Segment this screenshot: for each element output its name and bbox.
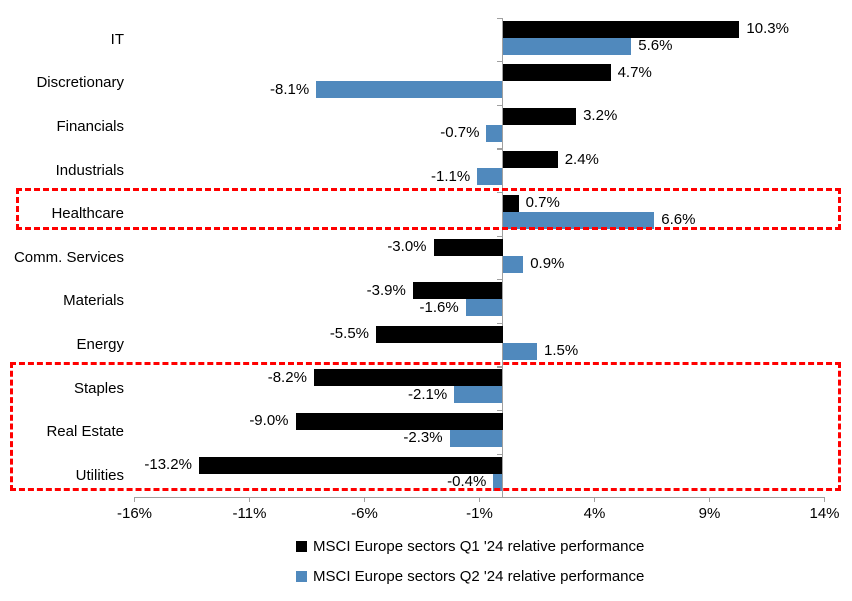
value-label-q2-it: 5.6% bbox=[638, 37, 673, 54]
legend-swatch-q1-icon bbox=[296, 540, 307, 552]
bar-q1-comm-services bbox=[433, 238, 503, 256]
value-label-q1-staples: -8.2% bbox=[267, 368, 307, 386]
value-label-q1-financials: 3.2% bbox=[583, 107, 618, 125]
x-tick-label: -6% bbox=[351, 505, 378, 522]
legend-item-q2: MSCI Europe sectors Q2 '24 relative perf… bbox=[296, 561, 644, 591]
y-axis-tick bbox=[497, 17, 502, 19]
legend-label-q1: MSCI Europe sectors Q1 '24 relative perf… bbox=[313, 537, 645, 555]
value-label-q2-comm-services: 0.9% bbox=[530, 255, 565, 272]
y-axis-tick bbox=[497, 191, 502, 194]
category-label-materials: Materials bbox=[63, 292, 124, 310]
category-label-it: IT bbox=[110, 30, 124, 48]
legend-swatch-q2-icon bbox=[296, 570, 307, 582]
bar-q1-healthcare bbox=[502, 194, 519, 212]
bar-q1-staples bbox=[313, 369, 503, 387]
bar-q1-real-estate bbox=[295, 412, 503, 430]
category-label-financials: Financials bbox=[56, 117, 124, 135]
value-label-q2-industrials: -1.1% bbox=[431, 167, 471, 185]
y-axis-tick bbox=[497, 148, 502, 150]
category-label-healthcare: Healthcare bbox=[51, 205, 124, 223]
bar-q2-healthcare bbox=[502, 211, 655, 229]
value-label-q1-it: 10.3% bbox=[746, 20, 789, 37]
category-label-real-estate: Real Estate bbox=[46, 423, 124, 441]
value-label-q1-real-estate: -9.0% bbox=[249, 412, 289, 430]
x-tick-label: 9% bbox=[698, 505, 721, 522]
bar-q2-energy bbox=[502, 342, 537, 360]
bar-q2-discretionary bbox=[316, 81, 503, 99]
value-label-q1-energy: -5.5% bbox=[329, 325, 369, 343]
highlight-box-defensives bbox=[9, 362, 841, 492]
legend-item-q1: MSCI Europe sectors Q1 '24 relative perf… bbox=[296, 531, 644, 561]
value-label-q2-financials: -0.7% bbox=[440, 124, 480, 142]
x-axis-tick bbox=[363, 497, 366, 502]
x-axis-tick bbox=[478, 497, 481, 502]
category-label-industrials: Industrials bbox=[55, 161, 124, 179]
value-label-q2-discretionary: -8.1% bbox=[270, 80, 310, 98]
value-label-q2-healthcare: 6.6% bbox=[661, 211, 696, 229]
x-tick-label: 14% bbox=[809, 505, 840, 522]
legend: MSCI Europe sectors Q1 '24 relative perf… bbox=[296, 531, 644, 591]
highlight-box-healthcare bbox=[15, 187, 841, 230]
value-label-q2-energy: 1.5% bbox=[544, 342, 579, 360]
category-label-utilities: Utilities bbox=[75, 466, 124, 484]
value-label-q1-materials: -3.9% bbox=[366, 281, 406, 299]
category-label-discretionary: Discretionary bbox=[36, 74, 124, 92]
bar-q2-it bbox=[502, 37, 632, 55]
bar-q2-staples bbox=[454, 386, 503, 404]
bar-q2-comm-services bbox=[502, 255, 524, 273]
x-tick-label: -11% bbox=[232, 505, 267, 522]
x-tick-label: -16% bbox=[116, 505, 153, 522]
category-label-energy: Energy bbox=[76, 335, 124, 353]
value-label-q1-comm-services: -3.0% bbox=[387, 238, 427, 255]
value-label-q2-materials: -1.6% bbox=[419, 298, 459, 316]
value-label-q1-industrials: 2.4% bbox=[564, 150, 599, 168]
x-axis-tick bbox=[248, 497, 251, 502]
x-axis-tick bbox=[823, 497, 826, 502]
x-tick-label: 4% bbox=[583, 505, 606, 522]
bar-q1-utilities bbox=[198, 456, 503, 474]
bar-q2-financials bbox=[486, 124, 503, 142]
bar-q2-real-estate bbox=[449, 429, 503, 447]
bar-q1-materials bbox=[412, 282, 503, 300]
bar-q1-energy bbox=[376, 325, 503, 343]
y-axis-tick bbox=[497, 279, 502, 281]
value-label-q2-utilities: -0.4% bbox=[447, 473, 487, 490]
category-label-comm-services: Comm. Services bbox=[13, 248, 124, 266]
x-tick-label: -1% bbox=[466, 505, 493, 522]
legend-label-q2: MSCI Europe sectors Q2 '24 relative perf… bbox=[313, 567, 645, 585]
y-axis-tick bbox=[497, 104, 502, 106]
bar-q2-materials bbox=[465, 299, 503, 317]
bar-q1-financials bbox=[502, 107, 577, 125]
y-axis-tick bbox=[497, 366, 502, 368]
bar-q1-it bbox=[502, 20, 740, 38]
value-label-q1-discretionary: 4.7% bbox=[617, 63, 652, 81]
bar-q1-discretionary bbox=[502, 64, 611, 82]
category-label-staples: Staples bbox=[73, 379, 124, 397]
x-axis-tick bbox=[133, 497, 136, 502]
x-axis-tick bbox=[593, 497, 596, 502]
bar-q1-industrials bbox=[502, 151, 558, 169]
value-label-q2-staples: -2.1% bbox=[408, 385, 448, 403]
y-axis-tick bbox=[497, 235, 502, 237]
value-label-q2-real-estate: -2.3% bbox=[403, 429, 443, 447]
bar-q2-industrials bbox=[477, 168, 503, 186]
value-label-q1-healthcare: 0.7% bbox=[525, 194, 560, 212]
y-axis-tick bbox=[497, 409, 502, 412]
y-axis-tick bbox=[497, 453, 502, 455]
y-axis-tick bbox=[497, 61, 502, 63]
value-label-q1-utilities: -13.2% bbox=[144, 456, 192, 473]
bar-q2-utilities bbox=[493, 473, 503, 491]
x-axis-tick bbox=[708, 497, 711, 502]
y-axis-tick bbox=[497, 322, 502, 324]
